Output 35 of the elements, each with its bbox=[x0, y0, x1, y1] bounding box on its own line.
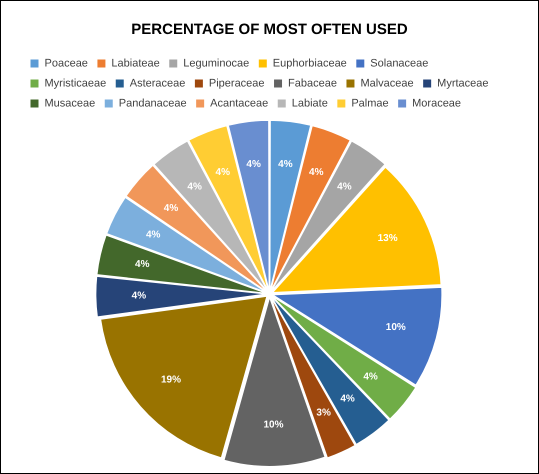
legend-label: Myrtaceae bbox=[437, 78, 489, 90]
data-label: 10% bbox=[386, 322, 406, 334]
data-label: 3% bbox=[316, 408, 331, 419]
legend-label: Solanaceae bbox=[370, 58, 428, 70]
legend-label: Euphorbiaceae bbox=[272, 58, 347, 70]
legend-label: Musaceae bbox=[44, 98, 96, 110]
data-label: 4% bbox=[278, 159, 293, 170]
data-label: 4% bbox=[337, 182, 352, 193]
legend-label: Labiateae bbox=[111, 58, 160, 70]
legend-label: Piperaceae bbox=[208, 78, 265, 90]
data-label: 4% bbox=[135, 259, 150, 270]
legend-label: Pandanaceae bbox=[118, 98, 187, 110]
legend-label: Poaceae bbox=[44, 58, 88, 70]
chart-title: PERCENTAGE OF MOST OFTEN USED bbox=[131, 21, 408, 38]
data-label: 4% bbox=[146, 229, 161, 240]
data-label: 4% bbox=[132, 290, 146, 302]
data-label: 13% bbox=[378, 232, 398, 244]
data-label: 4% bbox=[164, 202, 178, 214]
legend-label: Leguminocae bbox=[183, 58, 250, 70]
legend-label: Labiate bbox=[292, 98, 328, 110]
legend-label: Myristicaeae bbox=[44, 78, 106, 90]
legend-label: Asteraceae bbox=[130, 78, 186, 90]
legend-label: Acantaceae bbox=[210, 98, 268, 110]
data-label: 4% bbox=[216, 166, 230, 178]
data-label: 4% bbox=[340, 394, 355, 405]
legend-label: Palmae bbox=[351, 98, 389, 110]
legend-label: Malvaceae bbox=[360, 78, 414, 90]
data-label: 19% bbox=[160, 374, 182, 386]
legend-label: Fabaceae bbox=[288, 78, 337, 90]
data-label: 10% bbox=[263, 419, 284, 430]
data-label: 4% bbox=[309, 166, 324, 178]
legend-label: Moraceae bbox=[412, 98, 462, 110]
data-label: 4% bbox=[246, 159, 261, 170]
data-label: 4% bbox=[363, 372, 378, 383]
data-label: 4% bbox=[187, 182, 202, 193]
